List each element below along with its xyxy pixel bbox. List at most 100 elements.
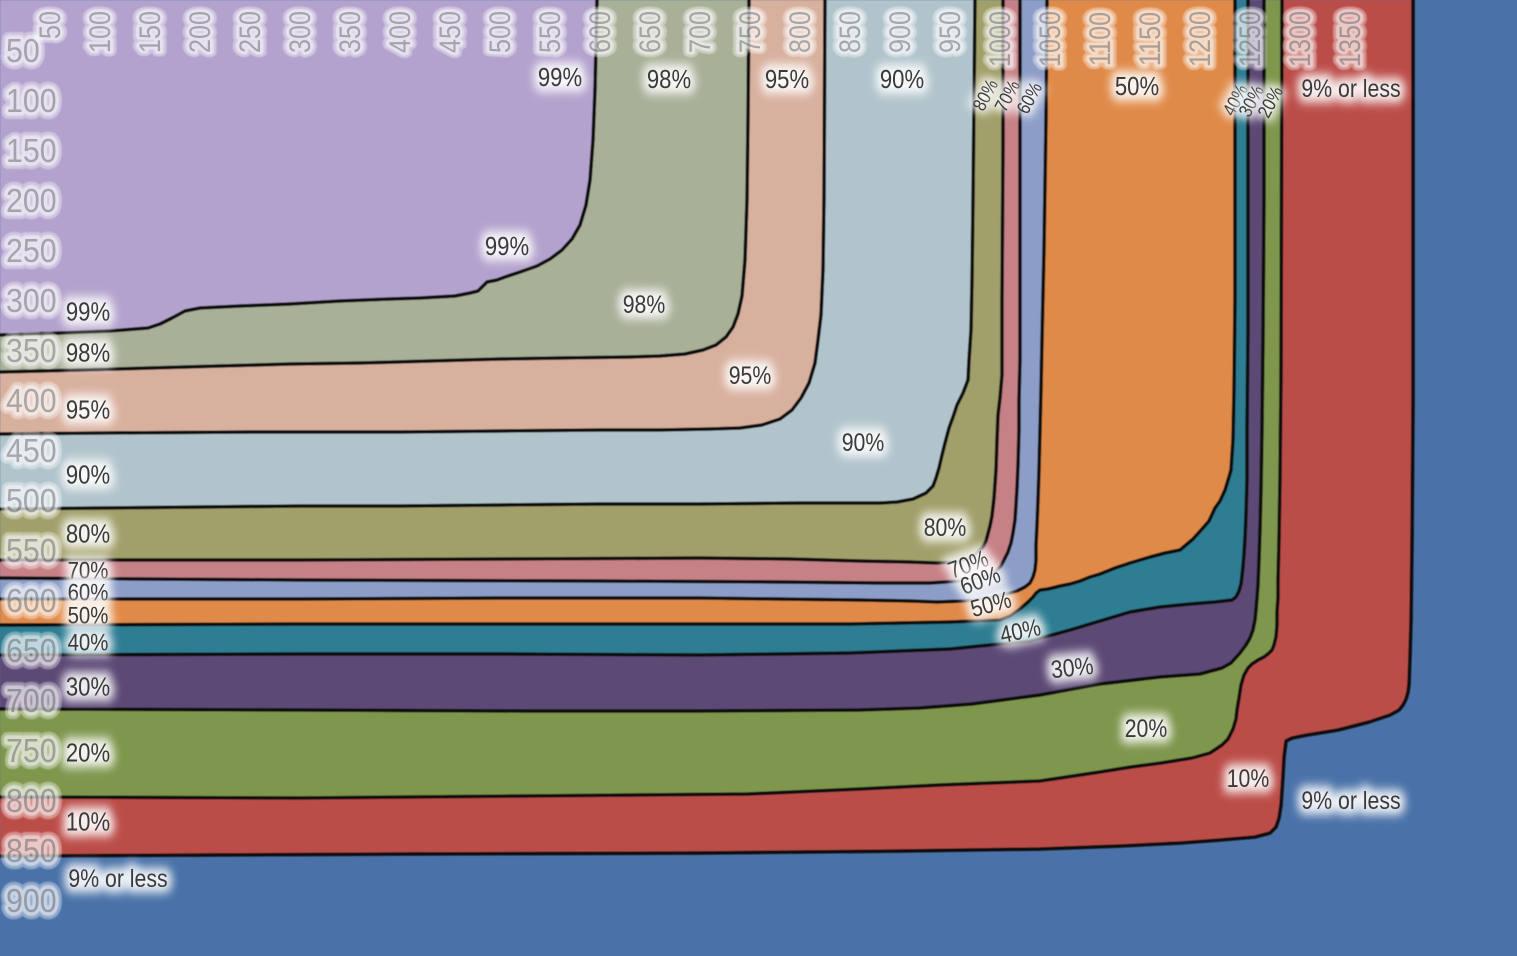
svg-text:1200: 1200 xyxy=(1183,11,1217,67)
svg-text:9% or less: 9% or less xyxy=(1301,74,1400,102)
svg-text:20%: 20% xyxy=(1125,714,1168,742)
svg-text:450: 450 xyxy=(433,11,467,53)
svg-text:99%: 99% xyxy=(485,232,529,261)
svg-text:250: 250 xyxy=(6,232,57,269)
svg-text:650: 650 xyxy=(6,632,57,669)
svg-text:40%: 40% xyxy=(68,629,109,656)
svg-text:95%: 95% xyxy=(765,65,809,94)
svg-text:1300: 1300 xyxy=(1283,11,1317,67)
svg-text:300: 300 xyxy=(6,282,57,319)
svg-text:350: 350 xyxy=(333,11,367,53)
svg-text:400: 400 xyxy=(383,11,417,53)
svg-text:1250: 1250 xyxy=(1233,11,1267,67)
svg-text:1100: 1100 xyxy=(1083,12,1117,66)
svg-text:500: 500 xyxy=(6,482,57,519)
svg-text:95%: 95% xyxy=(66,396,110,425)
svg-text:99%: 99% xyxy=(66,298,110,327)
svg-text:250: 250 xyxy=(6,232,57,269)
svg-text:350: 350 xyxy=(6,332,57,369)
svg-text:450: 450 xyxy=(6,432,57,469)
svg-text:10%: 10% xyxy=(1227,764,1270,792)
svg-text:500: 500 xyxy=(6,482,57,519)
svg-text:300: 300 xyxy=(6,282,57,319)
svg-text:50: 50 xyxy=(33,11,67,39)
svg-text:500: 500 xyxy=(6,482,57,519)
svg-text:550: 550 xyxy=(533,11,567,53)
svg-text:350: 350 xyxy=(333,11,367,53)
svg-text:750: 750 xyxy=(6,732,57,769)
svg-text:60%: 60% xyxy=(68,579,109,606)
svg-text:98%: 98% xyxy=(623,290,666,318)
svg-text:99%: 99% xyxy=(538,63,582,92)
svg-text:650: 650 xyxy=(633,11,667,53)
svg-text:900: 900 xyxy=(883,11,917,53)
svg-text:600: 600 xyxy=(583,11,617,53)
svg-text:300: 300 xyxy=(283,11,317,53)
svg-text:400: 400 xyxy=(383,11,417,53)
svg-text:50: 50 xyxy=(6,32,40,69)
svg-text:300: 300 xyxy=(6,282,57,319)
svg-text:600: 600 xyxy=(6,582,57,619)
svg-text:500: 500 xyxy=(483,11,517,53)
svg-text:450: 450 xyxy=(433,11,467,53)
svg-text:99%: 99% xyxy=(485,232,529,261)
svg-text:200: 200 xyxy=(183,11,217,53)
svg-text:500: 500 xyxy=(483,11,517,53)
svg-text:30%: 30% xyxy=(1049,651,1094,683)
svg-text:850: 850 xyxy=(6,832,57,869)
svg-text:1000: 1000 xyxy=(983,11,1017,67)
svg-text:450: 450 xyxy=(433,11,467,53)
svg-text:150: 150 xyxy=(133,11,167,53)
svg-text:1050: 1050 xyxy=(1033,11,1067,67)
svg-text:400: 400 xyxy=(6,382,57,419)
svg-text:1000: 1000 xyxy=(983,11,1017,67)
svg-text:98%: 98% xyxy=(647,65,691,94)
svg-text:10%: 10% xyxy=(66,808,110,837)
svg-text:200: 200 xyxy=(183,11,217,53)
svg-text:700: 700 xyxy=(683,11,717,53)
svg-text:90%: 90% xyxy=(880,65,924,94)
svg-text:1100: 1100 xyxy=(1083,12,1117,66)
svg-text:50: 50 xyxy=(6,32,40,69)
svg-text:90%: 90% xyxy=(880,65,924,94)
svg-text:80%: 80% xyxy=(924,513,967,541)
svg-text:950: 950 xyxy=(933,11,967,53)
svg-text:750: 750 xyxy=(733,11,767,53)
svg-text:1300: 1300 xyxy=(1283,11,1317,67)
svg-text:700: 700 xyxy=(6,682,57,719)
svg-text:600: 600 xyxy=(583,11,617,53)
svg-text:550: 550 xyxy=(533,11,567,53)
svg-text:800: 800 xyxy=(6,782,57,819)
svg-text:150: 150 xyxy=(6,132,57,169)
svg-text:1250: 1250 xyxy=(1233,11,1267,67)
svg-text:650: 650 xyxy=(6,632,57,669)
svg-text:1200: 1200 xyxy=(1183,11,1217,67)
svg-text:600: 600 xyxy=(6,582,57,619)
svg-text:550: 550 xyxy=(533,11,567,53)
svg-text:700: 700 xyxy=(6,682,57,719)
svg-text:100: 100 xyxy=(83,11,117,53)
svg-text:1050: 1050 xyxy=(1033,11,1067,67)
svg-text:50: 50 xyxy=(33,11,67,39)
svg-text:50%: 50% xyxy=(1115,72,1159,101)
svg-text:900: 900 xyxy=(6,882,57,919)
svg-text:90%: 90% xyxy=(66,461,110,490)
svg-text:900: 900 xyxy=(883,11,917,53)
svg-text:50%: 50% xyxy=(68,602,109,629)
svg-text:50: 50 xyxy=(6,32,40,69)
svg-text:1350: 1350 xyxy=(1333,11,1367,67)
svg-text:750: 750 xyxy=(733,11,767,53)
svg-text:350: 350 xyxy=(333,11,367,53)
svg-text:98%: 98% xyxy=(647,65,691,94)
svg-text:1350: 1350 xyxy=(1333,11,1367,67)
svg-text:800: 800 xyxy=(783,11,817,53)
svg-text:30%: 30% xyxy=(1049,651,1094,683)
svg-text:9% or less: 9% or less xyxy=(1301,786,1400,814)
svg-text:70%: 70% xyxy=(68,557,109,584)
svg-text:250: 250 xyxy=(6,232,57,269)
svg-text:90%: 90% xyxy=(842,428,885,456)
svg-text:100: 100 xyxy=(6,82,57,119)
svg-text:1250: 1250 xyxy=(1233,11,1267,67)
svg-text:10%: 10% xyxy=(66,808,110,837)
svg-text:20%: 20% xyxy=(1125,714,1168,742)
